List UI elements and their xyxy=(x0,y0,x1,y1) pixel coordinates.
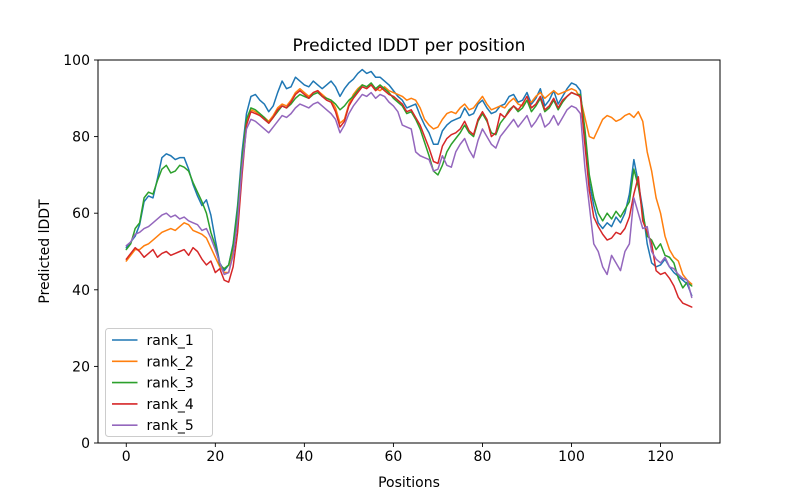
y-tick-label: 0 xyxy=(81,436,90,452)
y-tick-label: 20 xyxy=(72,359,90,375)
chart-title: Predicted lDDT per position xyxy=(293,36,526,56)
y-tick-label: 60 xyxy=(72,206,90,222)
legend: rank_1 rank_2 rank_3 rank_4 rank_5 xyxy=(105,328,213,437)
series-lines-layer xyxy=(125,68,693,308)
x-tick-label: 0 xyxy=(122,449,131,465)
legend-label-rank_3: rank_3 xyxy=(147,376,194,392)
x-tick-label: 120 xyxy=(647,449,674,465)
legend-label-rank_1: rank_1 xyxy=(147,333,194,349)
series-line-rank_2 xyxy=(125,84,693,285)
series-line-rank_4 xyxy=(125,84,693,308)
legend-box xyxy=(105,328,213,437)
legend-label-rank_5: rank_5 xyxy=(147,418,194,434)
legend-label-rank_4: rank_4 xyxy=(147,397,194,413)
x-tick-label: 100 xyxy=(558,449,585,465)
y-tick-label: 80 xyxy=(72,130,90,146)
x-tick-label: 20 xyxy=(206,449,224,465)
x-axis-label: Positions xyxy=(378,475,440,491)
x-tick-label: 80 xyxy=(474,449,492,465)
x-tick-label: 40 xyxy=(295,449,313,465)
legend-label-rank_2: rank_2 xyxy=(147,354,194,370)
y-tick-label: 40 xyxy=(72,283,90,299)
y-tick-label: 100 xyxy=(63,53,90,69)
y-axis-label: Predicted lDDT xyxy=(37,199,53,304)
x-tick-label: 60 xyxy=(385,449,403,465)
series-line-rank_5 xyxy=(125,91,693,299)
